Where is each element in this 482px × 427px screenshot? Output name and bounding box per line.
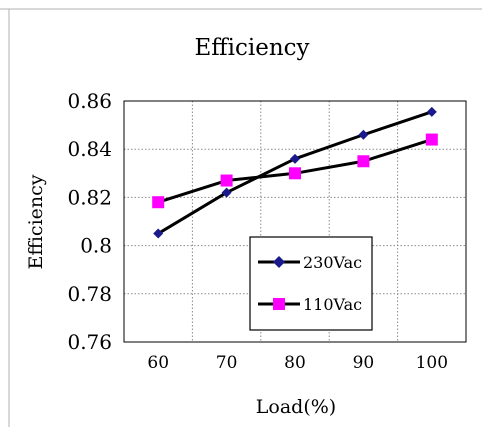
y-tick-label: 0.84: [67, 137, 112, 161]
y-axis-label: Efficiency: [25, 174, 47, 269]
x-axis-label: Load(%): [256, 396, 336, 418]
data-point-230vac: [290, 153, 300, 164]
chart-title: Efficiency: [194, 35, 309, 61]
x-tick-label: 100: [416, 353, 448, 373]
x-tick-label: 60: [147, 353, 169, 373]
x-tick-label: 70: [216, 353, 238, 373]
tick-layer: 0.76 0.78 0.8 0.82 0.84 0.86 60 70 80 90 100: [67, 89, 448, 373]
plot-area-border: [123, 100, 467, 343]
data-point-230vac: [221, 187, 232, 198]
y-tick-label: 0.76: [67, 330, 112, 354]
y-tick-label: 0.86: [67, 89, 112, 113]
x-tick-label: 90: [353, 353, 375, 373]
legend-label-230vac: 230Vac: [303, 253, 362, 272]
legend-box: [249, 236, 373, 331]
legend-marker-230vac: [273, 256, 285, 268]
legend: 230Vac 110Vac: [249, 236, 373, 331]
data-point-230vac: [426, 106, 437, 117]
legend-label-110vac: 110Vac: [303, 295, 362, 314]
data-point-230vac: [358, 129, 369, 140]
series-layer: [152, 106, 438, 239]
legend-marker-110vac: [273, 298, 285, 310]
y-tick-label: 0.82: [67, 185, 112, 209]
data-point-110vac: [289, 167, 301, 180]
grid-layer: [123, 100, 467, 343]
data-point-110vac: [425, 133, 438, 146]
data-point-110vac: [220, 174, 233, 187]
y-tick-label: 0.8: [80, 234, 112, 258]
data-point-110vac: [357, 155, 370, 168]
data-point-110vac: [152, 196, 165, 209]
x-tick-label: 80: [284, 353, 306, 373]
y-tick-label: 0.78: [67, 282, 112, 306]
data-point-230vac: [153, 228, 164, 239]
